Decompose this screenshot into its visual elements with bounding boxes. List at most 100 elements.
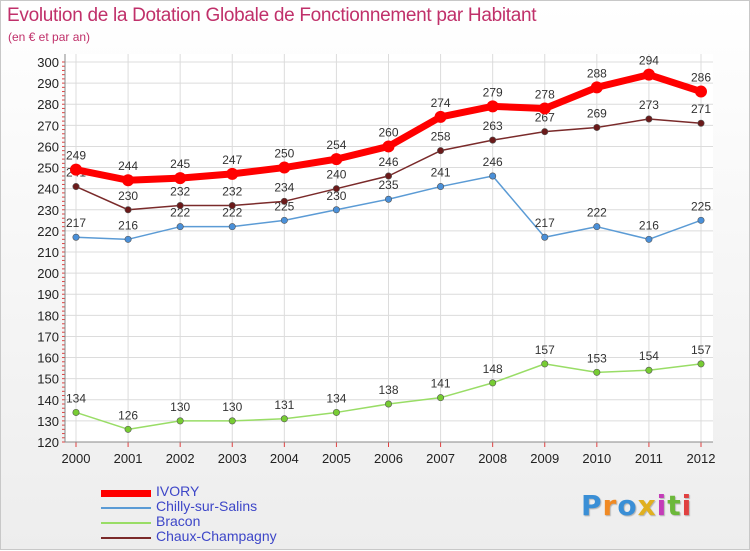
data-label-ivory: 294 bbox=[639, 54, 659, 68]
data-point-bracon bbox=[593, 368, 601, 376]
data-point-ivory bbox=[486, 100, 499, 113]
legend-label: Chilly-sur-Salins bbox=[156, 498, 258, 514]
data-point-ivory bbox=[434, 110, 447, 123]
data-point-chaux-champagny bbox=[176, 202, 184, 210]
data-point-chaux-champagny bbox=[124, 206, 132, 214]
data-label-bracon: 153 bbox=[587, 351, 607, 365]
data-point-bracon bbox=[332, 408, 340, 416]
data-point-bracon bbox=[697, 360, 705, 368]
data-label-chaux-champagny: 273 bbox=[639, 98, 659, 112]
data-point-bracon bbox=[176, 417, 184, 425]
y-tick-label: 270 bbox=[37, 118, 59, 133]
data-label-ivory: 245 bbox=[170, 157, 190, 171]
data-label-bracon: 130 bbox=[222, 400, 242, 414]
x-tick-label: 2006 bbox=[374, 451, 403, 466]
data-label-bracon: 131 bbox=[274, 398, 294, 412]
data-label-chaux-champagny: 269 bbox=[587, 106, 607, 120]
data-point-bracon bbox=[541, 360, 549, 368]
data-point-bracon bbox=[489, 379, 497, 387]
data-point-ivory bbox=[122, 174, 135, 187]
x-tick-label: 2000 bbox=[62, 451, 91, 466]
data-label-chaux-champagny: 230 bbox=[118, 189, 138, 203]
data-point-chilly-sur-salins bbox=[645, 235, 653, 243]
data-label-ivory: 244 bbox=[118, 159, 138, 173]
data-label-ivory: 254 bbox=[326, 138, 346, 152]
y-tick-label: 170 bbox=[37, 329, 59, 344]
data-label-bracon: 154 bbox=[639, 349, 659, 363]
data-label-chaux-champagny: 263 bbox=[483, 119, 503, 133]
data-label-chilly-sur-salins: 235 bbox=[378, 178, 398, 192]
data-point-chaux-champagny bbox=[384, 172, 392, 180]
data-point-chilly-sur-salins bbox=[280, 216, 288, 224]
x-tick-label: 2012 bbox=[687, 451, 716, 466]
y-tick-label: 290 bbox=[37, 76, 59, 91]
data-label-chaux-champagny: 271 bbox=[691, 102, 711, 116]
legend-label: Chaux-Champagny bbox=[156, 528, 277, 544]
legend-swatch bbox=[101, 537, 151, 539]
data-point-chilly-sur-salins bbox=[176, 223, 184, 231]
data-point-chilly-sur-salins bbox=[124, 235, 132, 243]
data-point-ivory bbox=[590, 81, 603, 94]
y-tick-label: 220 bbox=[37, 224, 59, 239]
data-point-ivory bbox=[695, 85, 707, 98]
data-label-ivory: 279 bbox=[483, 85, 503, 99]
legend-swatch bbox=[101, 490, 151, 497]
data-point-bracon bbox=[72, 408, 80, 416]
data-label-chaux-champagny: 232 bbox=[222, 185, 242, 199]
data-label-chilly-sur-salins: 222 bbox=[587, 206, 607, 220]
data-label-chilly-sur-salins: 222 bbox=[170, 206, 190, 220]
data-label-chilly-sur-salins: 222 bbox=[222, 206, 242, 220]
x-tick-label: 2009 bbox=[530, 451, 559, 466]
y-tick-label: 190 bbox=[37, 287, 59, 302]
data-point-ivory bbox=[538, 102, 551, 115]
data-point-chaux-champagny bbox=[541, 128, 549, 136]
data-point-bracon bbox=[645, 366, 653, 374]
x-tick-label: 2004 bbox=[270, 451, 299, 466]
data-point-chilly-sur-salins bbox=[489, 172, 497, 180]
data-point-bracon bbox=[384, 400, 392, 408]
data-label-bracon: 130 bbox=[170, 400, 190, 414]
data-point-chilly-sur-salins bbox=[332, 206, 340, 214]
data-label-chaux-champagny: 267 bbox=[535, 111, 555, 125]
y-tick-label: 300 bbox=[37, 55, 59, 70]
x-tick-label: 2008 bbox=[478, 451, 507, 466]
data-label-ivory: 260 bbox=[378, 125, 398, 139]
data-point-chaux-champagny bbox=[645, 115, 653, 123]
data-label-chilly-sur-salins: 241 bbox=[431, 166, 451, 180]
y-tick-label: 130 bbox=[37, 414, 59, 429]
data-point-ivory bbox=[278, 161, 291, 174]
data-point-chilly-sur-salins bbox=[541, 233, 549, 241]
y-tick-label: 200 bbox=[37, 266, 59, 281]
data-point-bracon bbox=[280, 415, 288, 423]
data-label-chilly-sur-salins: 246 bbox=[483, 155, 503, 169]
x-tick-label: 2007 bbox=[426, 451, 455, 466]
x-tick-label: 2002 bbox=[166, 451, 195, 466]
data-point-chilly-sur-salins bbox=[437, 183, 445, 191]
x-tick-label: 2001 bbox=[114, 451, 143, 466]
data-point-chaux-champagny bbox=[280, 197, 288, 205]
x-tick-label: 2003 bbox=[218, 451, 247, 466]
data-label-chaux-champagny: 258 bbox=[431, 130, 451, 144]
chart-subtitle: (en € et par an) bbox=[8, 30, 91, 44]
data-point-ivory bbox=[642, 68, 655, 81]
data-label-chaux-champagny: 246 bbox=[378, 155, 398, 169]
x-tick-label: 2005 bbox=[322, 451, 351, 466]
x-tick-label: 2011 bbox=[635, 451, 663, 466]
y-tick-label: 140 bbox=[37, 393, 59, 408]
data-label-bracon: 134 bbox=[326, 391, 346, 405]
proxiti-logo: Proxiti bbox=[581, 489, 693, 522]
data-point-chilly-sur-salins bbox=[72, 233, 80, 241]
data-point-chaux-champagny bbox=[437, 147, 445, 155]
data-point-ivory bbox=[330, 153, 343, 166]
data-label-bracon: 126 bbox=[118, 408, 138, 422]
data-label-chilly-sur-salins: 225 bbox=[691, 199, 711, 213]
data-label-ivory: 288 bbox=[587, 66, 607, 80]
data-point-chaux-champagny bbox=[593, 123, 601, 131]
data-label-ivory: 250 bbox=[274, 147, 294, 161]
data-point-chilly-sur-salins bbox=[593, 223, 601, 231]
y-tick-label: 160 bbox=[37, 351, 59, 366]
data-label-ivory: 247 bbox=[222, 153, 242, 167]
data-point-chilly-sur-salins bbox=[384, 195, 392, 203]
data-label-bracon: 138 bbox=[378, 383, 398, 397]
